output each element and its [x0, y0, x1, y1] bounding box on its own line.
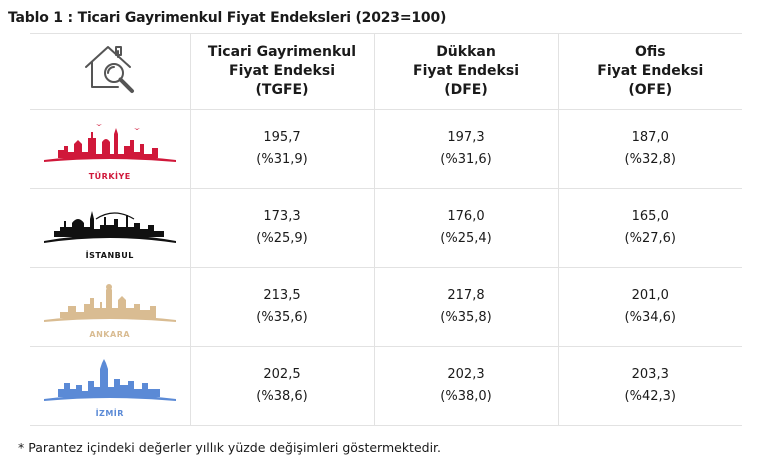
annual-change: (%25,4) [440, 231, 492, 246]
table-row: ANKARA 213,5 (%35,6) 217,8 (%35,8) 201,0… [30, 267, 742, 347]
cell-dfe: 217,8 (%35,8) [374, 267, 559, 347]
annual-change: (%38,6) [256, 389, 308, 404]
city-cell-istanbul: İSTANBUL [30, 188, 191, 268]
header-dfe-line3: (DFE) [444, 82, 488, 98]
city-label-izmir: İZMİR [95, 409, 124, 418]
header-ofe-line3: (OFE) [628, 82, 673, 98]
index-value: 197,3 [447, 130, 485, 145]
index-value: 202,5 [263, 367, 301, 382]
index-value: 176,0 [447, 209, 485, 224]
header-dfe: Dükkan Fiyat Endeksi (DFE) [374, 33, 559, 110]
table-title: Tablo 1 : Ticari Gayrimenkul Fiyat Endek… [8, 10, 447, 26]
header-tgfe-line1: Ticari Gayrimenkul [207, 44, 357, 60]
annual-change: (%25,9) [256, 231, 308, 246]
header-ofe-line2: Fiyat Endeksi [597, 63, 704, 79]
cell-dfe: 202,3 (%38,0) [374, 346, 559, 426]
annual-change: (%31,6) [440, 152, 492, 167]
istanbul-skyline-icon [43, 211, 176, 243]
table-header-row: Ticari Gayrimenkul Fiyat Endeksi (TGFE) … [30, 33, 742, 110]
index-value: 202,3 [447, 367, 485, 382]
cell-ofe: 201,0 (%34,6) [558, 267, 742, 347]
annual-change: (%32,8) [624, 152, 676, 167]
cell-ofe: 187,0 (%32,8) [558, 109, 742, 189]
city-cell-izmir: İZMİR [30, 346, 191, 426]
index-value: 195,7 [263, 130, 301, 145]
header-tgfe-line3: (TGFE) [255, 82, 309, 98]
annual-change: (%31,9) [256, 152, 308, 167]
footnote: * Parantez içindeki değerler yıllık yüzd… [18, 440, 442, 455]
city-label-ankara: ANKARA [89, 330, 131, 339]
annual-change: (%35,8) [440, 310, 492, 325]
table-row: TÜRKİYE 195,7 (%31,9) 197,3 (%31,6) 187,… [30, 109, 742, 189]
table-row: İZMİR 202,5 (%38,6) 202,3 (%38,0) 203,3 … [30, 346, 742, 426]
house-search-icon [84, 45, 134, 93]
header-dfe-line1: Dükkan [436, 44, 496, 60]
index-value: 173,3 [263, 209, 301, 224]
city-cell-ankara: ANKARA [30, 267, 191, 347]
index-value: 217,8 [447, 288, 485, 303]
cell-dfe: 176,0 (%25,4) [374, 188, 559, 268]
table-row: İSTANBUL 173,3 (%25,9) 176,0 (%25,4) 165… [30, 188, 742, 268]
annual-change: (%27,6) [624, 231, 676, 246]
header-icon-cell [30, 33, 191, 110]
cell-dfe: 197,3 (%31,6) [374, 109, 559, 189]
city-cell-turkiye: TÜRKİYE [30, 109, 191, 189]
izmir-skyline-icon [43, 359, 176, 401]
index-value: 213,5 [263, 288, 301, 303]
cell-tgfe: 195,7 (%31,9) [190, 109, 375, 189]
header-dfe-line2: Fiyat Endeksi [413, 63, 519, 79]
index-table: Ticari Gayrimenkul Fiyat Endeksi (TGFE) … [30, 33, 742, 426]
annual-change: (%38,0) [440, 389, 492, 404]
cell-ofe: 165,0 (%27,6) [558, 188, 742, 268]
cell-tgfe: 202,5 (%38,6) [190, 346, 375, 426]
cell-ofe: 203,3 (%42,3) [558, 346, 742, 426]
header-tgfe-line2: Fiyat Endeksi [229, 63, 335, 79]
city-label-turkiye: TÜRKİYE [88, 172, 131, 181]
header-tgfe: Ticari Gayrimenkul Fiyat Endeksi (TGFE) [190, 33, 375, 110]
index-value: 201,0 [631, 288, 669, 303]
index-value: 165,0 [631, 209, 669, 224]
annual-change: (%35,6) [256, 310, 308, 325]
cell-tgfe: 213,5 (%35,6) [190, 267, 375, 347]
annual-change: (%34,6) [624, 310, 676, 325]
header-ofe-line1: Ofis [634, 44, 666, 60]
index-value: 187,0 [631, 130, 669, 145]
city-label-istanbul: İSTANBUL [85, 251, 134, 260]
header-ofe: Ofis Fiyat Endeksi (OFE) [558, 33, 742, 110]
turkiye-skyline-icon [43, 124, 176, 162]
cell-tgfe: 173,3 (%25,9) [190, 188, 375, 268]
ankara-skyline-icon [43, 284, 176, 322]
index-value: 203,3 [631, 367, 669, 382]
annual-change: (%42,3) [624, 389, 676, 404]
